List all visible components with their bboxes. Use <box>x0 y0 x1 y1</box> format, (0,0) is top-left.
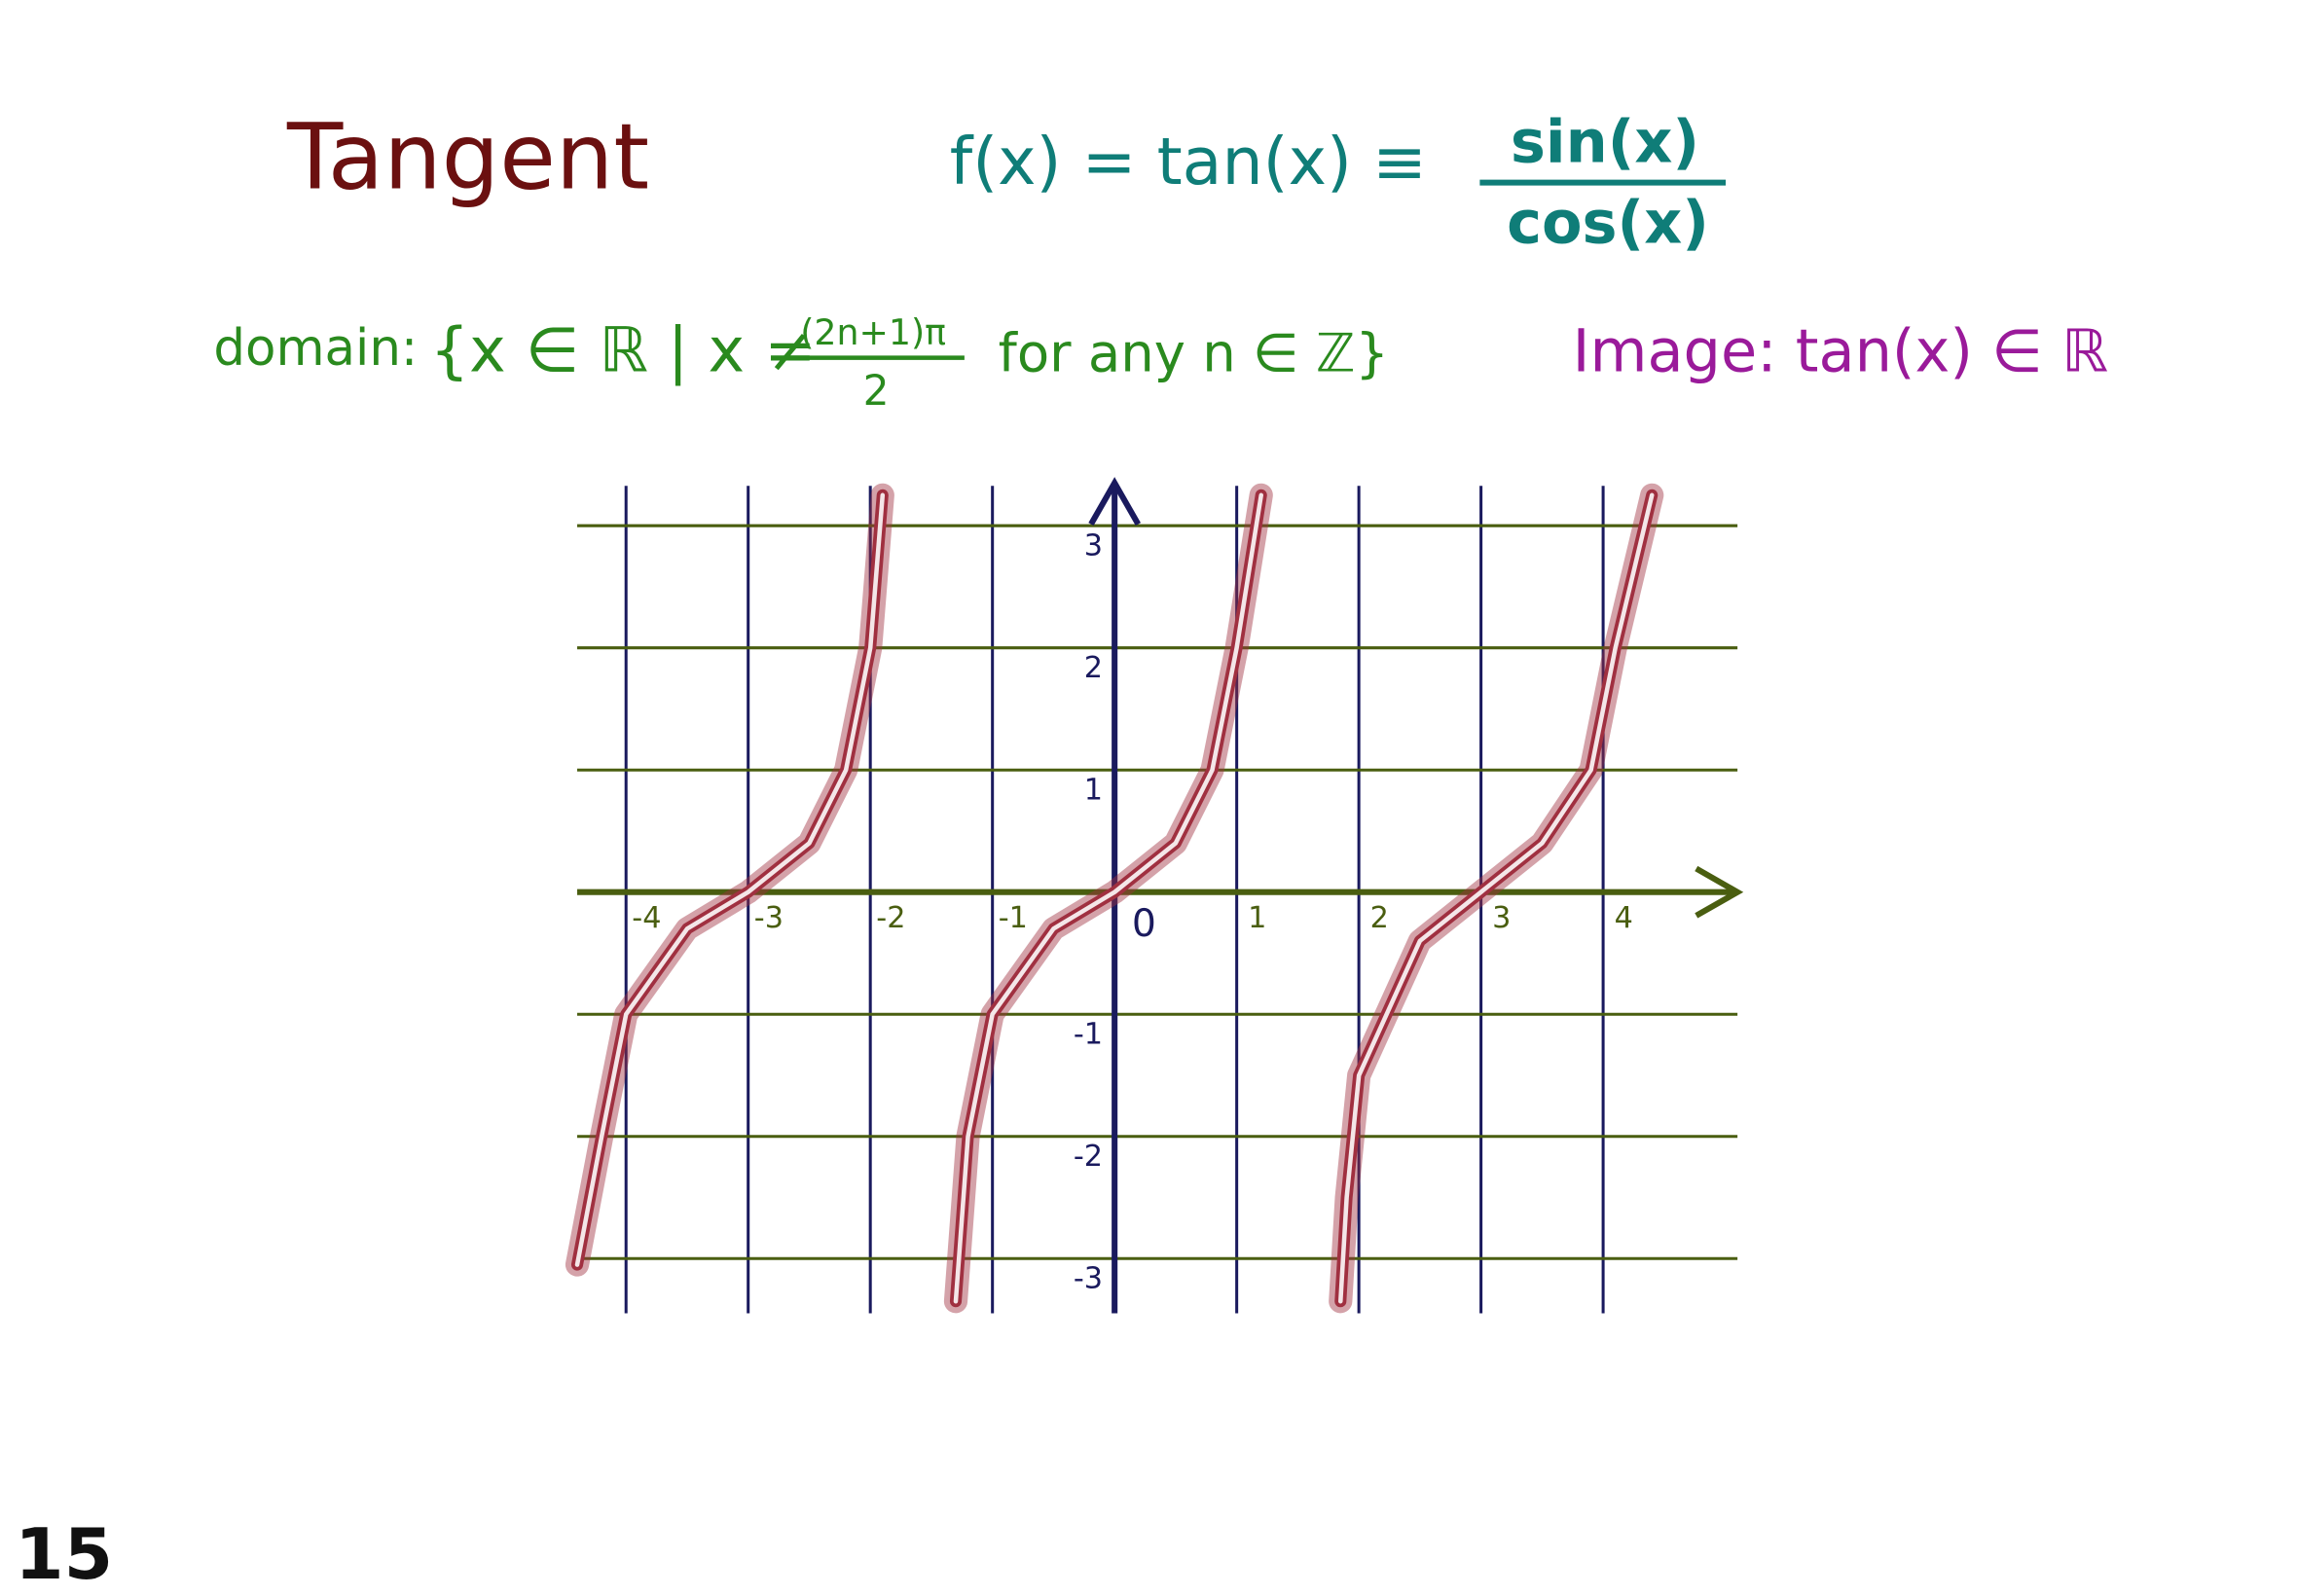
tangent-curve <box>953 492 1263 1304</box>
formula-numerator: sin(x) <box>1511 108 1699 176</box>
x-axis-arrow <box>1695 865 1744 919</box>
domain-set-start: {x ∈ ℝ | x ≠ <box>430 313 817 386</box>
tangent-curve <box>1338 492 1655 1304</box>
x-tick-label: 1 <box>1248 901 1266 935</box>
x-tick-label: 3 <box>1492 901 1511 935</box>
domain-label: domain: <box>213 319 418 378</box>
image-text: Image: tan(x) ∈ ℝ <box>1573 317 2108 385</box>
page-number: 15 <box>15 1514 113 1596</box>
curve-edge <box>570 489 889 1271</box>
x-tick-label: -3 <box>754 901 784 935</box>
x-tick-label: 0 <box>1132 901 1156 946</box>
formula-lhs: f(x) = tan(x) ≡ <box>950 124 1427 200</box>
domain-denominator: 2 <box>863 367 890 415</box>
formula-denominator: cos(x) <box>1507 190 1709 258</box>
y-tick-label: -2 <box>1074 1140 1103 1174</box>
y-tick-label: 1 <box>1084 773 1103 807</box>
y-axis-arrow <box>1088 477 1141 526</box>
y-tick-label: -3 <box>1074 1261 1103 1295</box>
x-tick-label: -1 <box>999 901 1028 935</box>
curve-glow <box>565 483 894 1277</box>
title: Tangent <box>286 105 649 211</box>
domain-set-end: for any n ∈ ℤ} <box>999 321 1389 383</box>
tangent-curve <box>574 492 886 1267</box>
x-tick-label: 2 <box>1370 901 1389 935</box>
y-tick-label: 3 <box>1084 528 1103 562</box>
x-tick-label: -4 <box>632 901 661 935</box>
curve-glow <box>1329 483 1664 1314</box>
plot: -4 -3 -2 -1 0 1 2 3 4 -3 -2 -1 1 2 3 <box>565 477 1744 1314</box>
y-tick-label: 2 <box>1084 651 1103 685</box>
x-tick-label: 4 <box>1615 901 1633 935</box>
curve-edge <box>1334 489 1659 1308</box>
x-tick-label: -2 <box>876 901 905 935</box>
domain-numerator: (2n+1)π <box>800 311 946 353</box>
y-tick-label: -1 <box>1074 1017 1103 1051</box>
